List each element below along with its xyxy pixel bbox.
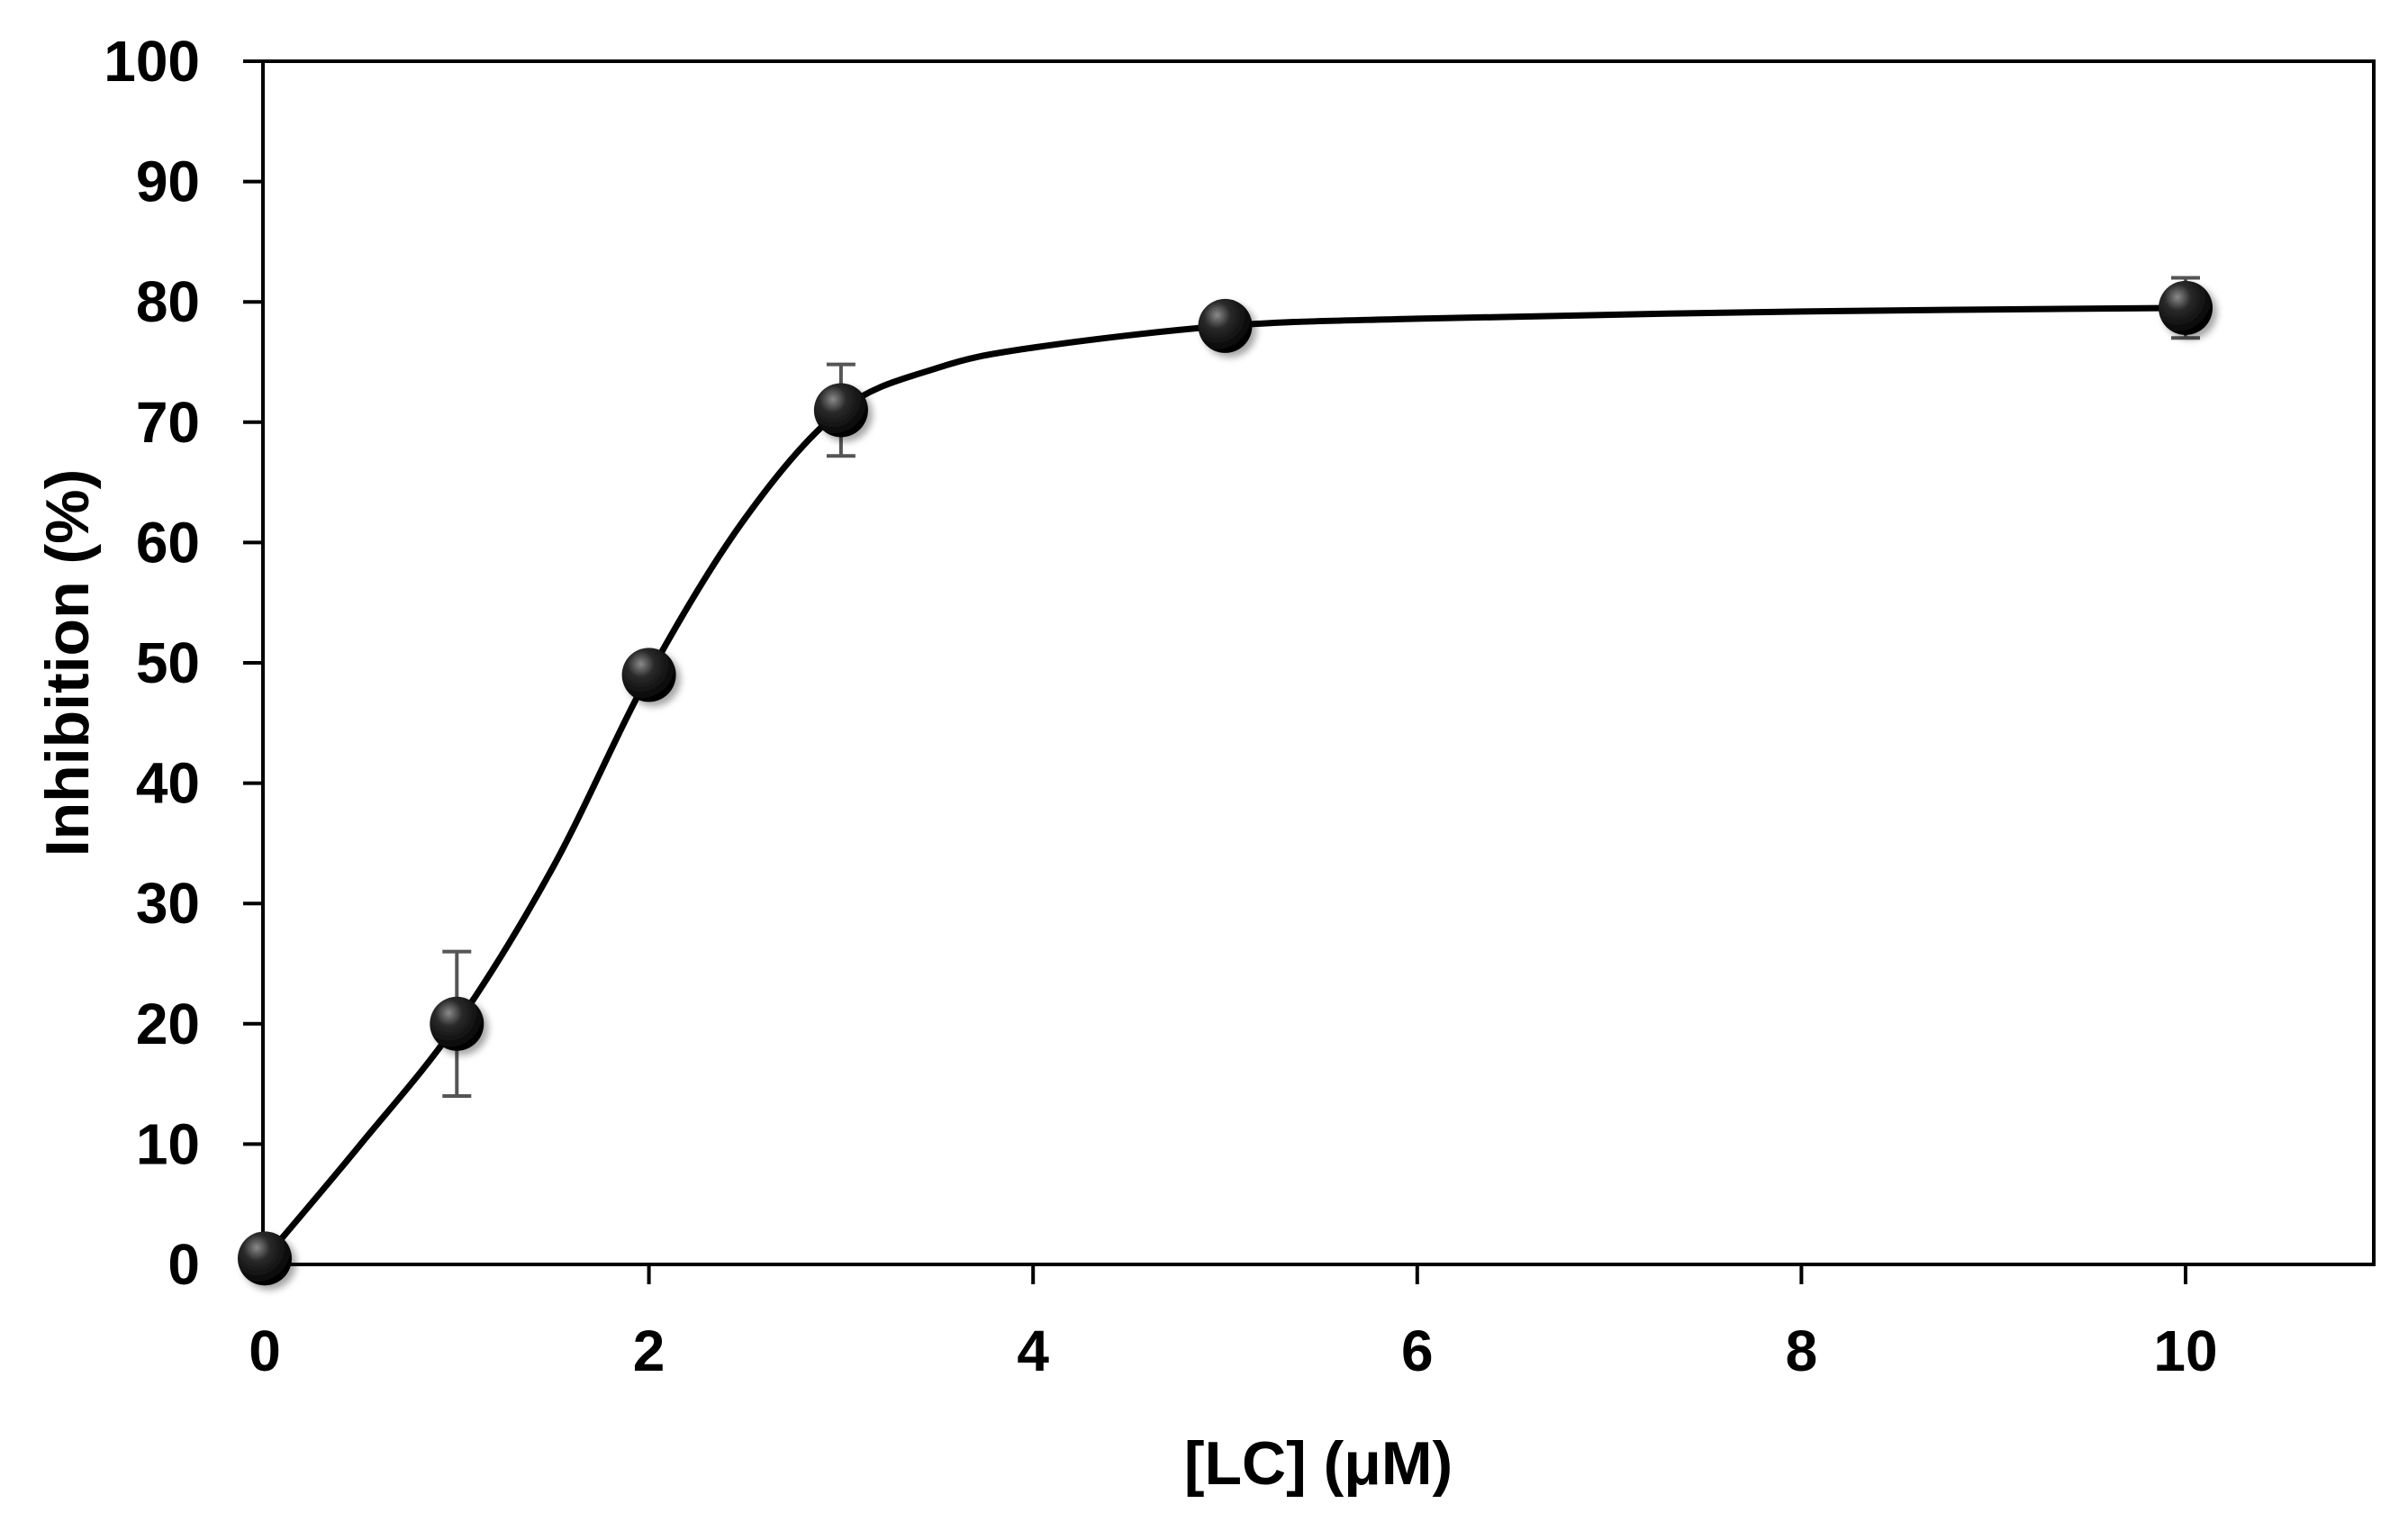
tick-labels: 0 10 20 30 40 50 60 70 80 90 100 0 2 4 6 8 10	[104, 29, 2217, 1383]
y-tick-label: 70	[136, 390, 200, 455]
data-point	[621, 648, 676, 702]
y-tick-label: 50	[136, 630, 200, 695]
fit-curve	[261, 304, 2189, 1262]
y-tick-label: 90	[136, 149, 200, 214]
data-point	[1198, 298, 1253, 353]
y-tick-label: 10	[136, 1111, 200, 1176]
x-tick-label: 6	[1401, 1318, 1434, 1383]
y-axis-title: Inhibition (%)	[33, 469, 102, 857]
y-tick-label: 80	[136, 269, 200, 334]
x-tick-label: 4	[1017, 1318, 1049, 1383]
x-axis-title: [LC] (μM)	[1184, 1429, 1453, 1498]
fit-curve-layer	[261, 304, 2189, 1262]
data-point	[430, 996, 484, 1051]
y-tick-label: 100	[104, 29, 200, 94]
y-tick-label: 60	[136, 510, 200, 575]
axis-ticks	[243, 59, 2187, 1284]
data-points	[238, 280, 2213, 1286]
plot-area	[261, 59, 2376, 1266]
data-point	[238, 1231, 292, 1286]
x-tick-label: 0	[249, 1318, 281, 1383]
x-tick-label: 2	[633, 1318, 665, 1383]
data-point	[813, 383, 868, 438]
plot-border	[261, 59, 2376, 1266]
y-tick-label: 20	[136, 992, 200, 1056]
x-tick-label: 8	[1786, 1318, 1818, 1383]
y-tick-label: 40	[136, 751, 200, 816]
y-tick-label: 0	[167, 1232, 200, 1297]
data-point	[2159, 280, 2213, 335]
x-tick-label: 10	[2153, 1318, 2217, 1383]
error-bars	[442, 276, 2200, 1098]
y-tick-label: 30	[136, 871, 200, 936]
